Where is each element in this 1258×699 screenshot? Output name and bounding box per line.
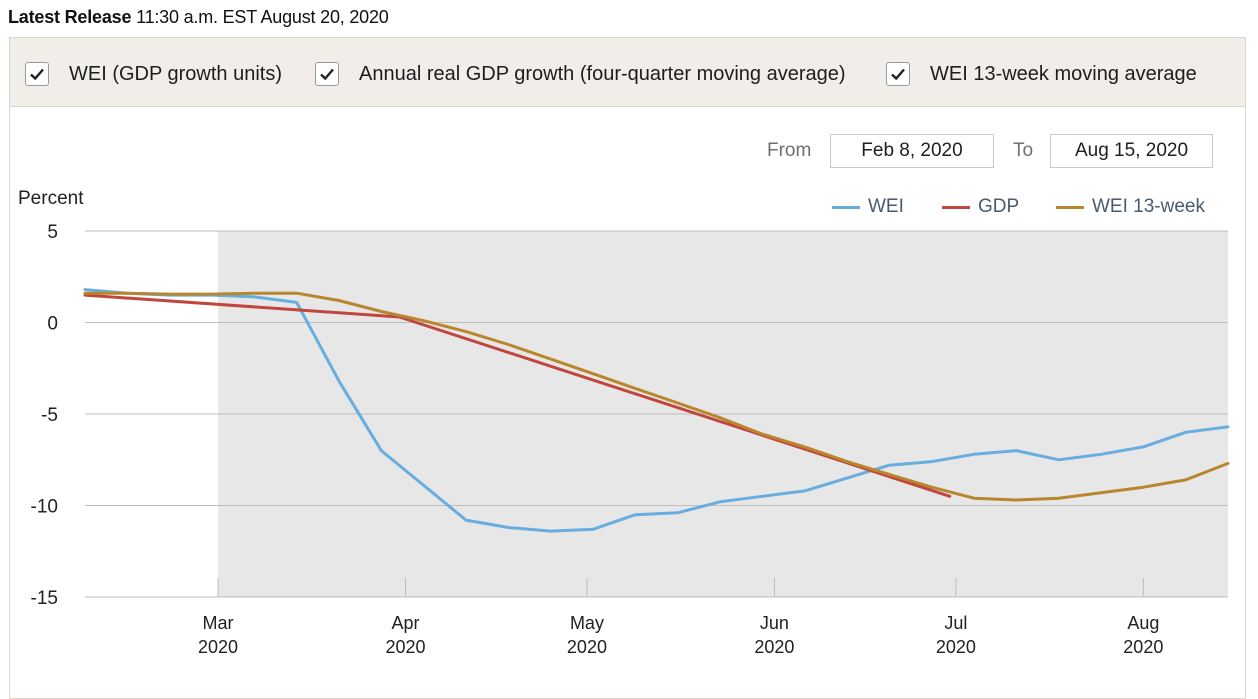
release-info: Latest Release 11:30 a.m. EST August 20,… — [8, 7, 389, 28]
toggle-gdp[interactable]: Annual real GDP growth (four-quarter mov… — [315, 60, 846, 88]
y-tick-label: -5 — [41, 405, 58, 426]
toggle-label: WEI 13-week moving average — [930, 62, 1197, 85]
checkmark-icon — [30, 68, 44, 81]
release-label: Latest Release — [8, 7, 132, 27]
legend-label: WEI 13-week — [1092, 196, 1205, 217]
x-tick-year: 2020 — [1123, 637, 1163, 657]
checkmark-icon — [891, 68, 905, 81]
y-tick-label: -15 — [31, 588, 58, 609]
x-tick-year: 2020 — [754, 637, 794, 657]
y-axis-label: Percent — [18, 188, 84, 209]
x-tick-year: 2020 — [198, 637, 238, 657]
toggle-label: Annual real GDP growth (four-quarter mov… — [359, 62, 846, 85]
toggle-wei[interactable]: WEI (GDP growth units) — [25, 60, 282, 88]
wei-13-week-checkbox[interactable] — [886, 62, 910, 86]
legend-label: WEI — [868, 196, 904, 217]
toggle-wei-13-week[interactable]: WEI 13-week moving average — [886, 60, 1197, 88]
y-tick-label: 5 — [47, 222, 58, 243]
to-date-input[interactable]: Aug 15, 2020 — [1050, 134, 1213, 168]
x-tick-month: Aug — [1127, 613, 1159, 633]
legend-swatch — [1056, 205, 1084, 209]
y-tick-label: 0 — [47, 314, 58, 335]
legend-item-gdp[interactable]: GDP — [942, 196, 1019, 218]
x-tick-month: Jul — [944, 613, 967, 633]
wei-checkbox[interactable] — [25, 62, 49, 86]
series-line-wei — [83, 288, 1230, 533]
checkmark-icon — [320, 68, 334, 81]
x-tick-month: Mar — [203, 613, 234, 633]
from-date-input[interactable]: Feb 8, 2020 — [830, 134, 994, 168]
x-tick-month: Apr — [392, 613, 420, 633]
legend-item-wei[interactable]: WEI — [832, 196, 904, 218]
x-tick-year: 2020 — [936, 637, 976, 657]
legend-label: GDP — [978, 196, 1020, 217]
x-tick-month: Jun — [760, 613, 789, 633]
release-detail: 11:30 a.m. EST August 20, 2020 — [136, 7, 389, 27]
legend-swatch — [942, 205, 970, 209]
x-tick-year: 2020 — [567, 637, 607, 657]
series-toggle-bar: WEI (GDP growth units) Annual real GDP g… — [10, 38, 1245, 107]
y-tick-label: -10 — [31, 497, 58, 518]
to-label: To — [1013, 140, 1034, 161]
legend-item-wei-13-week[interactable]: WEI 13-week — [1056, 196, 1205, 218]
toggle-label: WEI (GDP growth units) — [69, 62, 283, 85]
x-tick-year: 2020 — [386, 637, 426, 657]
from-label: From — [767, 140, 812, 161]
x-tick-month: May — [570, 613, 604, 633]
series-line-wei-13-week — [83, 291, 1230, 502]
gdp-checkbox[interactable] — [315, 62, 339, 86]
legend-swatch — [832, 205, 860, 209]
